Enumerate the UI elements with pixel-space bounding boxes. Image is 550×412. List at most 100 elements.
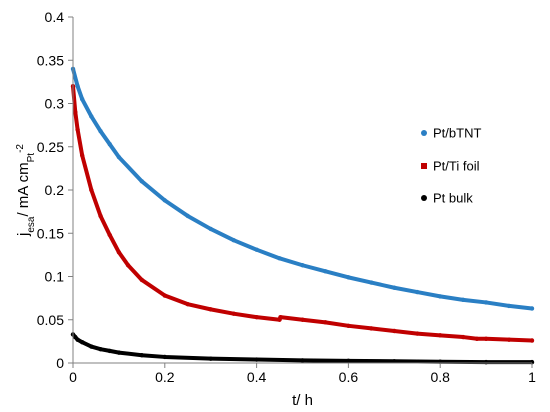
y-tick-label: 0.25 bbox=[37, 139, 64, 155]
data-point bbox=[139, 277, 145, 283]
data-point bbox=[300, 317, 305, 322]
data-point bbox=[162, 198, 167, 203]
data-point bbox=[254, 357, 259, 362]
data-point bbox=[392, 359, 397, 364]
data-point bbox=[162, 354, 167, 360]
data-point bbox=[139, 353, 145, 358]
data-point bbox=[75, 337, 80, 342]
data-point bbox=[107, 232, 112, 238]
data-point bbox=[506, 303, 512, 309]
y-axis-ticks: 0 0.05 0.1 0.15 0.2 0.25 0.3 0.35 0.4 bbox=[37, 9, 73, 371]
data-point bbox=[107, 348, 112, 354]
data-point bbox=[116, 154, 122, 160]
data-point bbox=[392, 285, 397, 290]
data-point bbox=[254, 314, 259, 320]
data-point bbox=[89, 187, 94, 193]
data-point bbox=[98, 346, 103, 352]
y-tick-label: 0.1 bbox=[45, 269, 65, 285]
data-point bbox=[483, 300, 489, 305]
data-point bbox=[392, 328, 397, 334]
data-point bbox=[185, 301, 190, 307]
data-point bbox=[98, 128, 103, 134]
y-tick-label: 0 bbox=[56, 355, 64, 371]
data-point bbox=[323, 269, 328, 274]
y-tick-label: 0.35 bbox=[37, 52, 64, 68]
data-point bbox=[415, 289, 420, 295]
data-point bbox=[125, 263, 131, 268]
data-point bbox=[483, 336, 489, 341]
data-point bbox=[162, 293, 167, 298]
series-layer bbox=[70, 66, 535, 365]
legend-label-0: Pt/bTNT bbox=[433, 126, 481, 141]
x-axis-title: t/ h bbox=[292, 392, 313, 409]
data-point bbox=[346, 275, 351, 280]
data-point bbox=[474, 336, 480, 341]
y-tick-label: 0.05 bbox=[37, 312, 64, 328]
data-point bbox=[438, 294, 443, 299]
x-tick-label: 0.2 bbox=[155, 369, 175, 385]
legend-marker-2 bbox=[421, 195, 427, 201]
data-point bbox=[107, 141, 112, 147]
data-point bbox=[438, 333, 443, 338]
data-point bbox=[231, 311, 236, 316]
x-axis-ticks: 0 0.2 0.4 0.6 0.8 1 bbox=[69, 363, 536, 385]
data-point bbox=[415, 331, 420, 336]
x-tick-label: 0.4 bbox=[247, 369, 267, 385]
legend: Pt/bTNT Pt/Ti foil Pt bulk bbox=[421, 126, 481, 206]
data-point bbox=[89, 344, 94, 349]
data-point bbox=[369, 280, 374, 285]
data-point bbox=[79, 153, 85, 158]
y-tick-label: 0.3 bbox=[45, 96, 65, 112]
y-axis-title-sub1: esa bbox=[26, 216, 37, 233]
data-point bbox=[506, 337, 512, 342]
series-line-1 bbox=[71, 84, 534, 343]
data-point bbox=[89, 114, 94, 119]
y-axis-title-mid: / mA cm bbox=[15, 162, 32, 216]
data-point bbox=[300, 263, 305, 268]
data-point bbox=[75, 84, 80, 89]
legend-label-1: Pt/Ti foil bbox=[433, 159, 480, 174]
y-tick-label: 0.4 bbox=[45, 9, 65, 25]
y-axis-title: jesa/ mA cmPt-2 bbox=[15, 144, 37, 237]
data-point bbox=[529, 338, 535, 343]
legend-marker-0 bbox=[421, 130, 427, 136]
data-point bbox=[185, 213, 190, 219]
data-point bbox=[529, 306, 535, 311]
data-point bbox=[79, 340, 85, 345]
data-point bbox=[75, 127, 80, 132]
data-point bbox=[208, 356, 213, 361]
data-point bbox=[460, 334, 466, 340]
data-point bbox=[369, 326, 374, 331]
y-tick-label: 0.2 bbox=[45, 182, 65, 198]
legend-label-2: Pt bulk bbox=[433, 191, 473, 206]
data-point bbox=[98, 213, 103, 219]
data-point bbox=[483, 359, 489, 365]
y-tick-label: 0.15 bbox=[37, 225, 64, 241]
data-point bbox=[79, 96, 85, 102]
data-point bbox=[139, 179, 145, 184]
x-tick-label: 0.8 bbox=[430, 369, 450, 385]
data-point bbox=[116, 250, 122, 255]
data-point bbox=[254, 247, 259, 252]
x-tick-label: 0 bbox=[69, 369, 77, 385]
data-point bbox=[300, 358, 305, 363]
y-axis-title-sup: -2 bbox=[15, 144, 26, 153]
data-point bbox=[323, 320, 328, 325]
data-point bbox=[460, 297, 466, 303]
data-point bbox=[73, 109, 78, 115]
legend-marker-1 bbox=[421, 163, 427, 169]
data-point bbox=[278, 314, 283, 320]
x-tick-label: 1 bbox=[528, 369, 536, 385]
series-line-0 bbox=[71, 66, 534, 311]
data-point bbox=[208, 226, 213, 232]
x-tick-label: 0.6 bbox=[339, 369, 359, 385]
data-point bbox=[346, 358, 351, 364]
data-point bbox=[116, 350, 122, 355]
data-point bbox=[346, 323, 351, 329]
data-point bbox=[231, 237, 236, 243]
data-point bbox=[208, 307, 213, 312]
y-axis-title-main: j bbox=[15, 233, 32, 237]
y-axis-title-sub2: Pt bbox=[26, 153, 37, 163]
data-point bbox=[277, 256, 282, 261]
